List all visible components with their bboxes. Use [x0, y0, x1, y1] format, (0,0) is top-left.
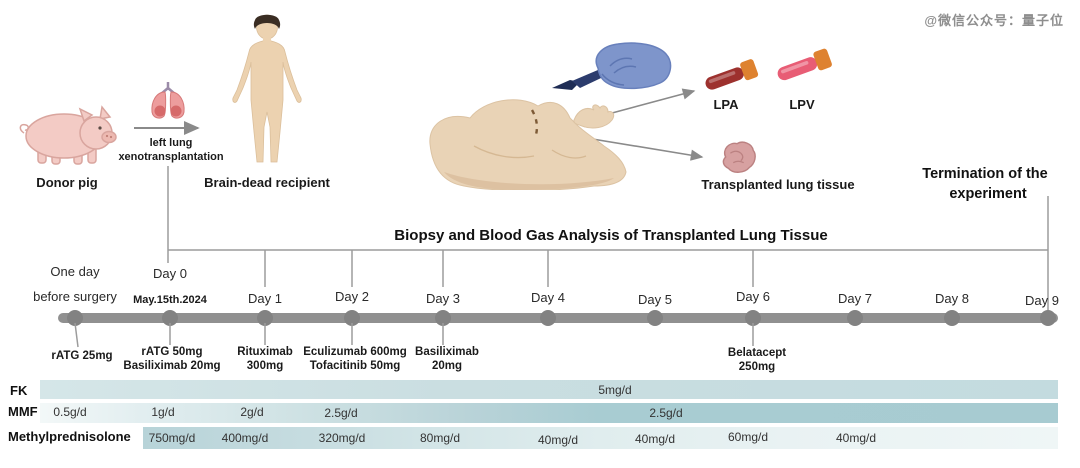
mmf-dose-bar — [40, 403, 1058, 423]
tissue-sample-icon — [722, 141, 756, 173]
event-line: Rituximab — [237, 346, 293, 358]
event-day2: Eculizumab 600mg Tofacitinib 50mg — [303, 346, 407, 373]
timeline-bar — [58, 313, 1058, 323]
xeno-label-line2: xenotransplantation — [118, 151, 224, 163]
mmf-dose: 2.5g/d — [324, 406, 358, 420]
fk-dose: 5mg/d — [598, 383, 632, 397]
day0-label: Day 0 — [153, 266, 187, 281]
scalpel-hand-illustration — [552, 42, 672, 90]
pre-surgery-label-line2: before surgery — [33, 289, 117, 304]
event-line: 300mg — [246, 359, 284, 372]
event-line: Basiliximab 20mg — [123, 359, 221, 372]
event-line: Tofacitinib 50mg — [309, 359, 401, 372]
lung-icon — [151, 82, 185, 119]
event-day1: Rituximab 300mg — [237, 346, 293, 373]
mmf-dose: 2g/d — [240, 405, 264, 419]
recipient-torso-illustration — [429, 99, 627, 190]
day0-date: May.15th.2024 — [133, 294, 207, 306]
lpa-tube-icon — [705, 59, 759, 90]
pre-surgery-label-line1: One day — [50, 264, 100, 279]
watermark: @微信公众号：量子位 — [924, 13, 1064, 28]
termination-label-line1: Termination of the — [922, 166, 1048, 182]
recipient-figure-illustration — [232, 14, 302, 163]
mp-dose: 80mg/d — [419, 431, 461, 445]
mp-dose: 40mg/d — [537, 433, 579, 447]
event-day0: rATG 50mg Basiliximab 20mg — [123, 346, 220, 373]
event-line: 20mg — [431, 359, 463, 372]
mmf-dose: 0.5g/d — [53, 405, 87, 419]
event-day6: Belatacept 250mg — [728, 347, 786, 374]
fk-dose-bar — [40, 380, 1058, 399]
drug-connectors — [74, 322, 754, 348]
lpv-tube-icon — [777, 48, 832, 81]
xeno-label-line1: left lung — [149, 137, 193, 149]
timeline-dots — [67, 310, 1056, 326]
mmf-dose: 2.5g/d — [649, 406, 683, 420]
day5-label: Day 5 — [638, 292, 672, 307]
event-line: Belatacept — [727, 347, 787, 359]
mp-dose: 40mg/d — [634, 432, 676, 446]
event-line: Eculizumab 600mg — [303, 346, 407, 358]
termination-label-line2: experiment — [949, 186, 1027, 202]
day9-label: Day 9 — [1025, 293, 1059, 308]
mp-dose: 400mg/d — [221, 431, 269, 445]
day2-label: Day 2 — [335, 289, 369, 304]
day8-label: Day 8 — [935, 291, 969, 306]
donor-pig-illustration — [19, 105, 117, 165]
event-ratg25: rATG 25mg — [51, 350, 112, 364]
mp-dose: 320mg/d — [318, 431, 366, 445]
day3-label: Day 3 — [426, 291, 460, 306]
fk-row-label: FK — [10, 383, 28, 398]
mp-dose: 750mg/d — [148, 431, 196, 445]
event-line: 250mg — [738, 360, 776, 373]
lpa-label: LPA — [713, 97, 739, 112]
event-line: rATG 25mg — [51, 350, 113, 362]
event-line: Basiliximab — [415, 346, 479, 358]
mmf-dose: 1g/d — [151, 405, 175, 419]
day6-label: Day 6 — [736, 289, 770, 304]
day7-label: Day 7 — [838, 291, 872, 306]
tissue-label: Transplanted lung tissue — [701, 177, 855, 192]
mp-dose: 40mg/d — [835, 431, 877, 445]
biopsy-title: Biopsy and Blood Gas Analysis of Transpl… — [394, 227, 828, 244]
event-day3: Basiliximab 20mg — [415, 346, 479, 373]
event-line: rATG 50mg — [141, 346, 203, 358]
methylprednisolone-dose-bar — [143, 427, 1058, 449]
lpv-label: LPV — [789, 97, 815, 112]
day1-label: Day 1 — [248, 291, 282, 306]
mp-dose: 60mg/d — [727, 430, 769, 444]
donor-pig-label: Donor pig — [36, 175, 98, 190]
day4-label: Day 4 — [531, 290, 565, 305]
mmf-row-label: MMF — [8, 404, 38, 419]
mp-row-label: Methylprednisolone — [8, 429, 131, 444]
recipient-label: Brain-dead recipient — [204, 175, 330, 190]
